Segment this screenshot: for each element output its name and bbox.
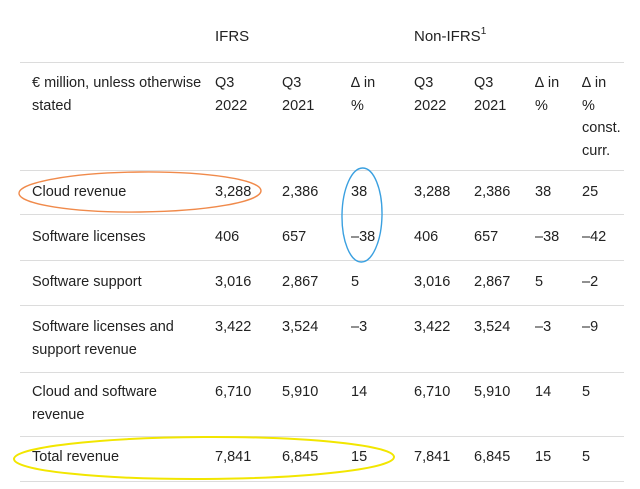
- divider: [20, 372, 624, 373]
- table-cell: 38: [535, 184, 552, 200]
- header-ifrs-q3-2022: Q3 2022: [215, 75, 248, 114]
- table-cell: 14: [351, 384, 368, 400]
- yellow-highlight-ellipse: [13, 435, 395, 481]
- table-cell: 3,422: [414, 319, 451, 335]
- row-label-software-licenses-support: Software licenses and support revenue: [32, 319, 174, 358]
- table-cell: –38: [351, 229, 376, 245]
- table-cell: 25: [582, 184, 599, 200]
- table-cell: 5,910: [282, 384, 319, 400]
- table-cell: 406: [414, 229, 439, 245]
- table-cell: 15: [535, 449, 552, 465]
- table-cell: 2,867: [282, 274, 319, 290]
- header-nonifrs-q3-2022: Q3 2022: [414, 75, 447, 114]
- row-label-cloud-and-software: Cloud and software revenue: [32, 384, 157, 423]
- table-cell: –42: [582, 229, 607, 245]
- table-cell: 3,016: [215, 274, 252, 290]
- row-label-software-support: Software support: [32, 274, 142, 290]
- group-non-ifrs-label: Non-IFRS: [414, 28, 481, 45]
- table-cell: 6,710: [414, 384, 451, 400]
- group-non-ifrs: Non-IFRS1: [414, 26, 486, 49]
- table-cell: 15: [351, 449, 368, 465]
- table-cell: 406: [215, 229, 240, 245]
- table-cell: 14: [535, 384, 552, 400]
- table-cell: 6,710: [215, 384, 252, 400]
- table-cell: 2,386: [474, 184, 511, 200]
- table-cell: 5: [535, 274, 544, 290]
- table-cell: 5: [582, 449, 591, 465]
- table-cell: 5,910: [474, 384, 511, 400]
- table-cell: 3,288: [215, 184, 252, 200]
- table-cell: 38: [351, 184, 368, 200]
- table-cell: 2,867: [474, 274, 511, 290]
- table-cell: –38: [535, 229, 560, 245]
- header-nonifrs-delta: ∆ in %: [535, 75, 560, 114]
- table-cell: –9: [582, 319, 599, 335]
- row-label-software-licenses: Software licenses: [32, 229, 146, 245]
- table-cell: –3: [535, 319, 552, 335]
- divider: [20, 481, 624, 482]
- divider: [20, 62, 624, 63]
- table-cell: 7,841: [215, 449, 252, 465]
- table-cell: 5: [582, 384, 591, 400]
- table-cell: 3,524: [474, 319, 511, 335]
- table-cell: –2: [582, 274, 599, 290]
- divider: [20, 305, 624, 306]
- row-label-total-revenue: Total revenue: [32, 449, 120, 465]
- group-ifrs: IFRS: [215, 28, 250, 45]
- header-ifrs-delta: ∆ in %: [351, 75, 376, 114]
- header-nonifrs-q3-2021: Q3 2021: [474, 75, 507, 114]
- table-cell: 657: [282, 229, 307, 245]
- row-label-cloud-revenue: Cloud revenue: [32, 184, 127, 200]
- footnote-marker: 1: [480, 26, 487, 37]
- table-cell: 6,845: [474, 449, 511, 465]
- table-cell: 3,422: [215, 319, 252, 335]
- header-ifrs-q3-2021: Q3 2021: [282, 75, 315, 114]
- table-cell: 6,845: [282, 449, 319, 465]
- table-cell: 7,841: [414, 449, 451, 465]
- blue-highlight-ellipse: [341, 167, 383, 263]
- table-cell: 3,524: [282, 319, 319, 335]
- table-cell: 3,016: [414, 274, 451, 290]
- table-cell: –3: [351, 319, 368, 335]
- header-label: € million, unless otherwise stated: [32, 75, 202, 114]
- divider: [20, 260, 624, 261]
- divider: [20, 436, 624, 437]
- table-cell: 2,386: [282, 184, 319, 200]
- divider: [20, 170, 624, 171]
- orange-highlight-ellipse: [18, 171, 262, 213]
- divider: [20, 214, 624, 215]
- table-cell: 3,288: [414, 184, 451, 200]
- header-nonifrs-delta-const: ∆ in % const. curr.: [582, 75, 621, 159]
- table-cell: 5: [351, 274, 360, 290]
- table-cell: 657: [474, 229, 499, 245]
